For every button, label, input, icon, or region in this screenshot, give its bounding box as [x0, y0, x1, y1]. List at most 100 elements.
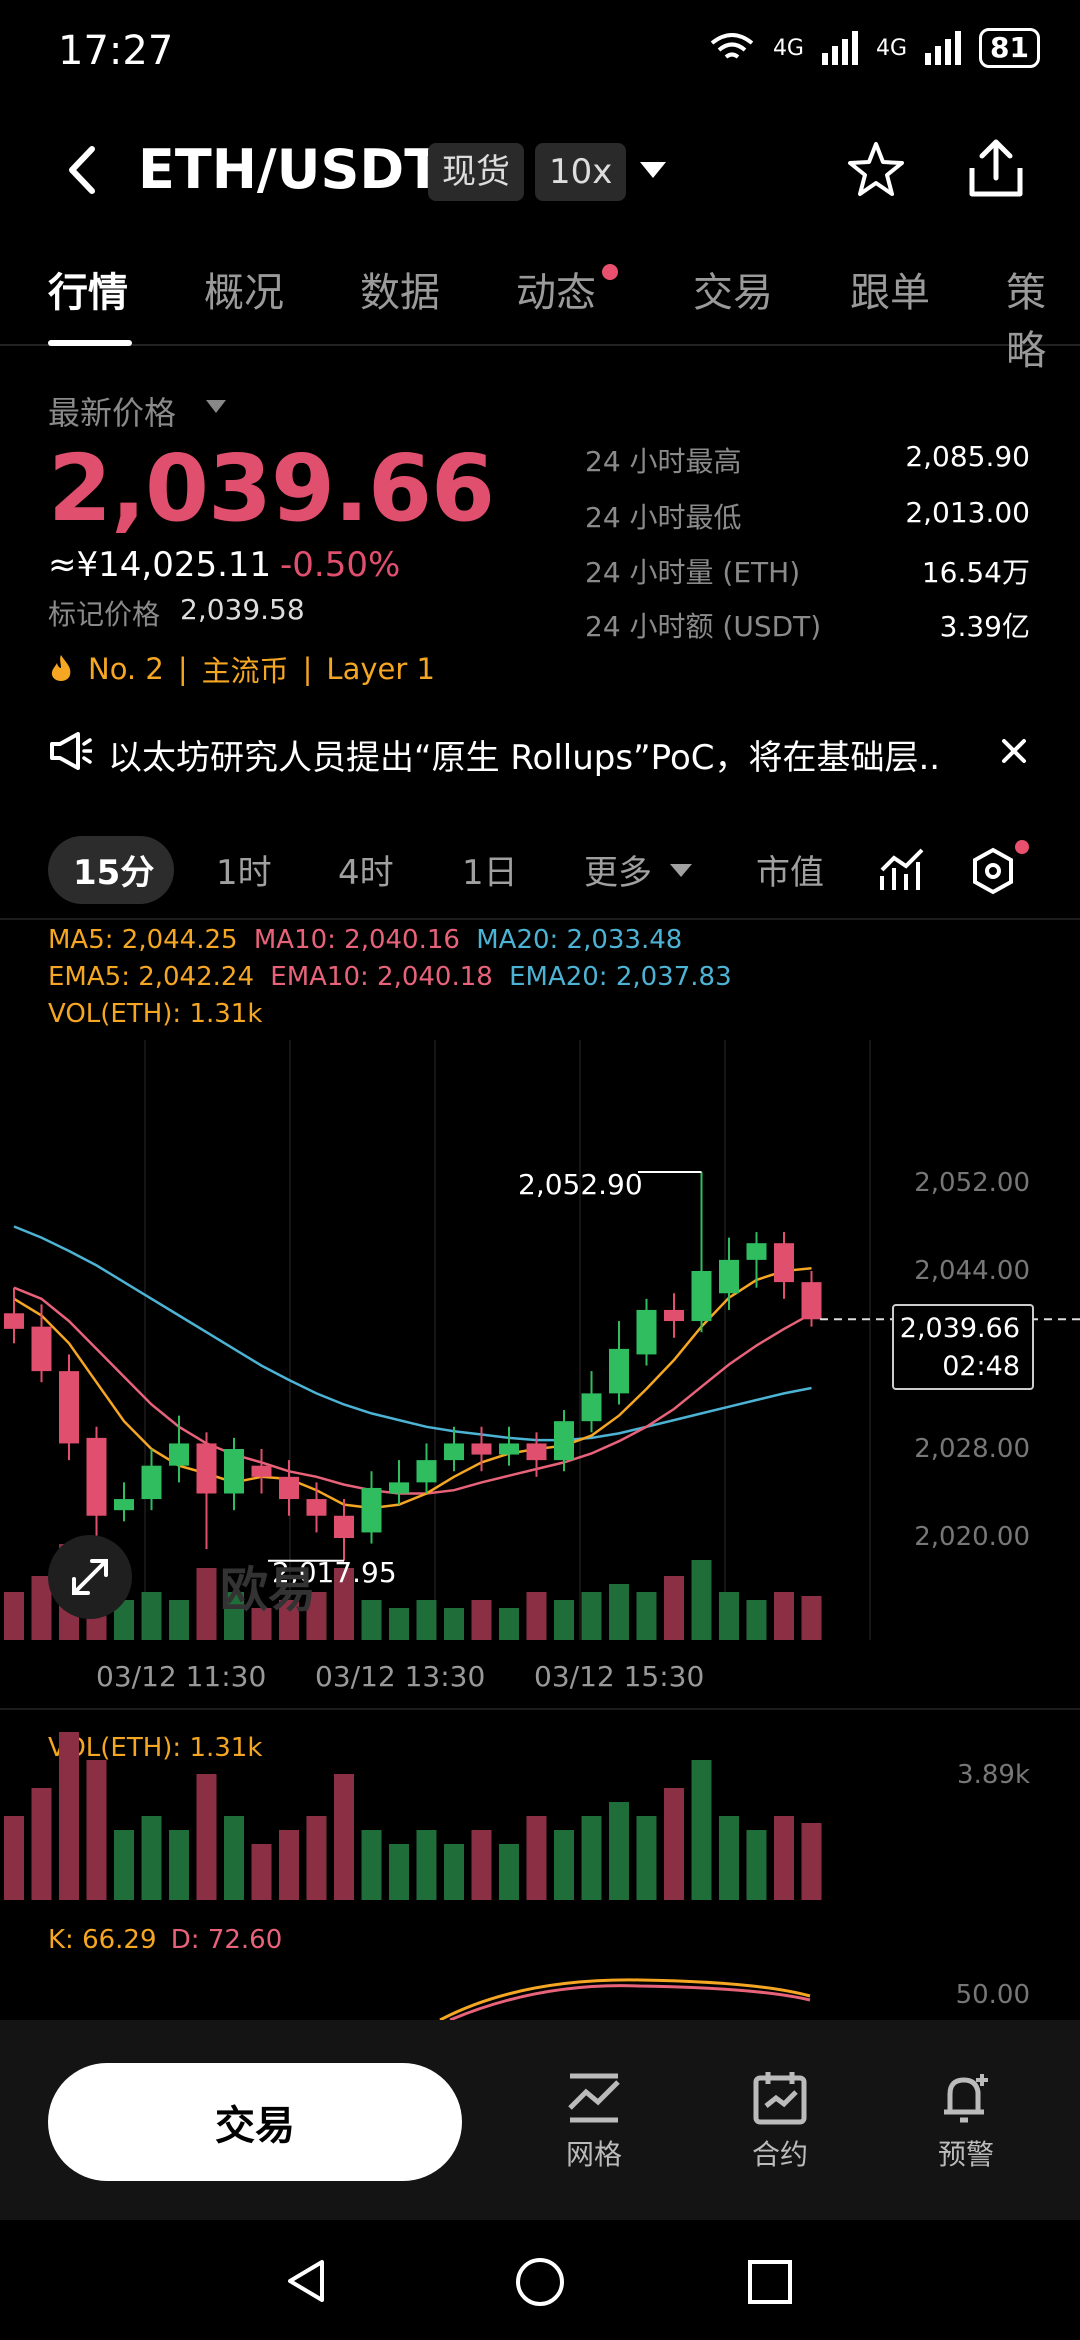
leverage-chip[interactable]: 10x [535, 143, 627, 201]
volume-bar [251, 1608, 272, 1640]
rank-tag[interactable]: No. 2 [88, 652, 164, 686]
contract-button[interactable]: 合约 [720, 2070, 840, 2173]
more-dropdown-icon[interactable] [670, 864, 692, 877]
candle-up [389, 1482, 409, 1494]
alert-bell-icon [944, 2074, 988, 2123]
nav-home-icon[interactable] [514, 2256, 566, 2308]
candle-down [196, 1443, 217, 1494]
current-price-label: 2,039.66 [899, 1313, 1020, 1344]
tab-strategy[interactable]: 策略 [1006, 270, 1046, 374]
mark-price-label: 标记价格 [48, 598, 161, 631]
share-icon[interactable] [966, 138, 1026, 200]
nav-back-icon[interactable] [282, 2256, 332, 2306]
star-icon[interactable] [846, 140, 906, 200]
spot-chip[interactable]: 现货 [428, 143, 524, 201]
volume-bar [636, 1592, 657, 1640]
divider [0, 918, 1080, 920]
ma5-value: MA5: 2,044.25 [48, 925, 238, 955]
trade-button[interactable]: 交易 [48, 2063, 462, 2181]
grid-button[interactable]: 网格 [534, 2070, 654, 2173]
expand-button[interactable] [48, 1535, 132, 1619]
settings-hex-icon[interactable] [968, 846, 1018, 896]
tab-market[interactable]: 行情 [48, 270, 128, 316]
candle-up [691, 1271, 712, 1322]
category-tag[interactable]: 主流币 [201, 654, 289, 688]
candle-down [774, 1243, 794, 1283]
volume-bar [691, 1560, 712, 1640]
pair-dropdown-icon[interactable] [640, 162, 666, 178]
volume-panel-bar [554, 1830, 574, 1900]
settings-dot-badge [1015, 840, 1029, 854]
stat-value: 3.39亿 [939, 610, 1030, 643]
volume-panel-bar [719, 1816, 739, 1900]
x-tick: 03/12 13:30 [315, 1660, 486, 1693]
candle-down [334, 1515, 354, 1538]
close-icon[interactable] [1000, 737, 1028, 765]
tf-1d[interactable]: 1日 [462, 853, 518, 893]
signal-icon-2 [925, 31, 962, 65]
alert-button[interactable]: 预警 [906, 2070, 1026, 2173]
volume-chart [4, 1732, 822, 1900]
volume-bar [471, 1600, 492, 1640]
tab-bar: 行情 概况 数据 动态 交易 跟单 策略 [0, 260, 1080, 374]
candle-up [609, 1348, 629, 1394]
volume-bar [416, 1600, 437, 1640]
volume-bar [114, 1600, 134, 1640]
stat-value: 2,013.00 [905, 496, 1030, 529]
back-arrow-icon[interactable] [62, 145, 102, 195]
tab-data[interactable]: 数据 [360, 270, 440, 316]
candle-down [279, 1476, 299, 1500]
nav-recents-icon[interactable] [746, 2258, 794, 2306]
tf-marketcap[interactable]: 市值 [756, 853, 824, 893]
volume-panel-bar [169, 1830, 189, 1900]
volume-panel-bar [361, 1830, 382, 1900]
indicator-icon[interactable] [878, 846, 926, 894]
volume-panel-bar [334, 1774, 354, 1900]
volume-panel-bar [444, 1844, 464, 1900]
network-4g-label-2: 4G [875, 35, 908, 61]
tab-overview[interactable]: 概况 [204, 270, 284, 316]
x-tick: 03/12 15:30 [534, 1660, 705, 1693]
candle-up [141, 1465, 162, 1500]
ema10-value: EMA10: 2,040.18 [270, 962, 493, 992]
network-4g-label: 4G [772, 35, 804, 61]
last-price: 2,039.66 [48, 435, 495, 542]
candle-up [554, 1421, 574, 1461]
price-label[interactable]: 最新价格 [48, 394, 177, 432]
news-ticker[interactable]: 以太坊研究人员提出“原生 Rollups”PoC，将在基础层.. [108, 738, 941, 778]
volume-bar [279, 1600, 299, 1640]
candle-down [31, 1326, 52, 1372]
volume-bar [224, 1592, 244, 1640]
tags-row: No. 2 | 主流币 | Layer 1 [48, 648, 435, 690]
volume-panel-bar [141, 1816, 162, 1900]
wifi-icon [710, 33, 754, 59]
vol-legend: VOL(ETH): 1.31k [48, 999, 263, 1029]
alert-label: 预警 [937, 2138, 994, 2171]
price-label-dropdown-icon[interactable] [206, 400, 226, 413]
contract-icon [753, 2072, 807, 2125]
tf-4h[interactable]: 4时 [338, 853, 394, 893]
tag-separator: | [302, 652, 313, 686]
volume-panel-bar [389, 1844, 409, 1900]
tf-more[interactable]: 更多 [584, 853, 652, 893]
tab-copy[interactable]: 跟单 [850, 270, 930, 316]
volume-panel-bar [691, 1760, 712, 1900]
tf-15m[interactable]: 15分 [73, 853, 155, 893]
megaphone-icon [50, 732, 92, 770]
tf-1h[interactable]: 1时 [216, 853, 272, 893]
volume-panel-bar [251, 1844, 272, 1900]
expand-icon [72, 1559, 108, 1595]
news-dot-badge [602, 264, 618, 280]
volume-bar [581, 1592, 602, 1640]
tab-trade[interactable]: 交易 [693, 270, 773, 316]
candle-down [664, 1309, 684, 1322]
volume-panel-bar [801, 1823, 822, 1900]
pair-title[interactable]: ETH/USDT [138, 138, 442, 201]
kd-legend: K: 66.29 D: 72.60 [48, 1925, 282, 1955]
kd-tick: 50.00 [955, 1980, 1030, 2010]
grid-label: 网格 [565, 2138, 622, 2171]
tab-news[interactable]: 动态 [516, 270, 596, 316]
volume-bar [306, 1592, 327, 1640]
volume-bar [801, 1596, 822, 1640]
layer-tag[interactable]: Layer 1 [326, 652, 435, 686]
